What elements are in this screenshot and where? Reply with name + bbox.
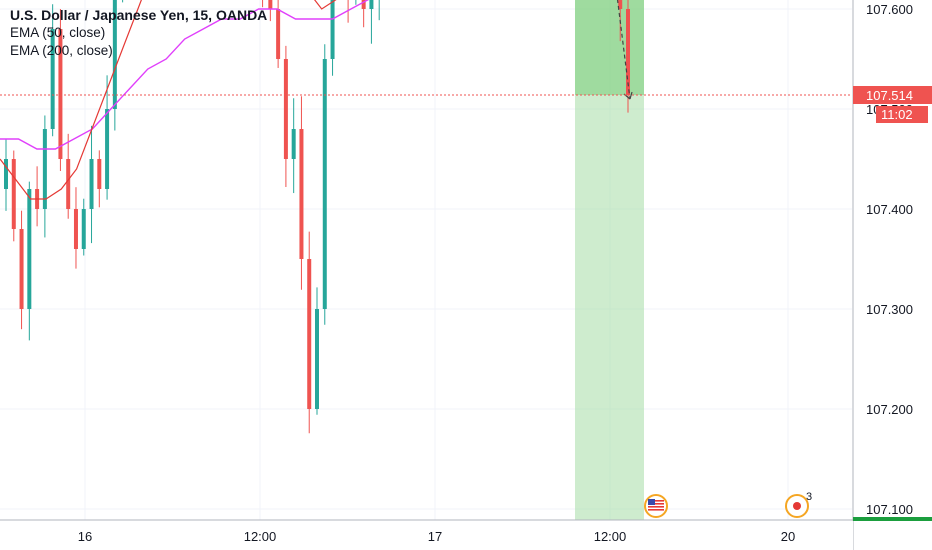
- candle-body[interactable]: [322, 59, 327, 309]
- candle-body[interactable]: [276, 9, 281, 59]
- us-flag-canton: [648, 499, 655, 505]
- candle-body[interactable]: [268, 0, 273, 9]
- x-tick-label: 16: [78, 529, 92, 544]
- y-tick-label: 107.400: [866, 202, 913, 217]
- candle-body[interactable]: [97, 159, 102, 189]
- profit-reached-zone[interactable]: [575, 0, 644, 95]
- ema-layer: [0, 0, 628, 200]
- price-axis-background: [853, 0, 932, 550]
- candles-layer: [4, 0, 630, 434]
- candle-body[interactable]: [330, 0, 335, 59]
- candle-body[interactable]: [283, 59, 288, 159]
- ema50-legend-label[interactable]: EMA (50, close): [10, 25, 106, 40]
- jp-flag-event-icon[interactable]: [785, 494, 809, 518]
- candle-body[interactable]: [4, 159, 8, 189]
- jp-event-count: 3: [806, 491, 812, 503]
- jp-flag-sun: [793, 502, 801, 510]
- y-tick-label: 107.100: [866, 502, 913, 517]
- candle-body[interactable]: [11, 159, 16, 229]
- us-flag-stripe: [648, 500, 664, 502]
- time-axis[interactable]: 16 12:00 17 12:00 20: [0, 519, 853, 550]
- us-flag-stripe: [648, 503, 664, 505]
- x-tick-label: 12:00: [594, 529, 627, 544]
- current-price-tag-bg[interactable]: [853, 86, 932, 104]
- candle-body[interactable]: [81, 209, 86, 249]
- candle-body[interactable]: [105, 109, 110, 189]
- countdown-label: 11:02: [881, 107, 913, 122]
- x-tick-label: 17: [428, 529, 442, 544]
- price-axis[interactable]: 107.100107.200107.300107.400107.500107.6…: [852, 0, 932, 550]
- candle-body[interactable]: [73, 209, 78, 249]
- candle-body[interactable]: [369, 0, 374, 9]
- candle-body[interactable]: [50, 29, 55, 129]
- candle-body[interactable]: [299, 129, 304, 259]
- candle-body[interactable]: [315, 309, 319, 409]
- candle-body[interactable]: [626, 9, 630, 95]
- candle-body[interactable]: [19, 229, 24, 309]
- symbol-title[interactable]: U.S. Dollar / Japanese Yen, 15, OANDA: [10, 7, 268, 23]
- y-tick-label: 107.600: [866, 2, 913, 17]
- ema200-legend-label[interactable]: EMA (200, close): [10, 43, 113, 58]
- events-layer: 3: [644, 491, 812, 518]
- ema50-line[interactable]: [0, 0, 628, 200]
- candle-body[interactable]: [291, 129, 296, 159]
- us-flag-stripe: [648, 509, 664, 511]
- y-tick-label: 107.300: [866, 302, 913, 317]
- y-tick-label: 107.200: [866, 402, 913, 417]
- ema200-line[interactable]: [0, 0, 628, 150]
- candle-body[interactable]: [27, 189, 32, 309]
- chart-legend: U.S. Dollar / Japanese Yen, 15, OANDA EM…: [10, 6, 267, 60]
- current-price-tag: 107.514: [866, 88, 913, 103]
- time-axis-background: [0, 521, 853, 550]
- overlay-layer: [0, 0, 852, 100]
- candle-body[interactable]: [58, 29, 63, 159]
- candle-body[interactable]: [361, 0, 366, 9]
- candle-body[interactable]: [307, 259, 312, 409]
- bottom-price-indicator: [853, 517, 932, 521]
- x-tick-label: 12:00: [244, 529, 277, 544]
- candle-body[interactable]: [89, 159, 94, 209]
- target-zone[interactable]: [575, 95, 644, 520]
- candle-body[interactable]: [618, 0, 623, 9]
- zones-layer: [575, 0, 644, 520]
- countdown-bg[interactable]: [876, 106, 928, 123]
- candle-body[interactable]: [66, 159, 71, 209]
- us-flag-stripe: [648, 506, 664, 508]
- candle-body[interactable]: [42, 129, 47, 209]
- us-flag-event-icon[interactable]: [644, 494, 668, 518]
- x-tick-label: 20: [781, 529, 795, 544]
- candle-body[interactable]: [112, 0, 117, 109]
